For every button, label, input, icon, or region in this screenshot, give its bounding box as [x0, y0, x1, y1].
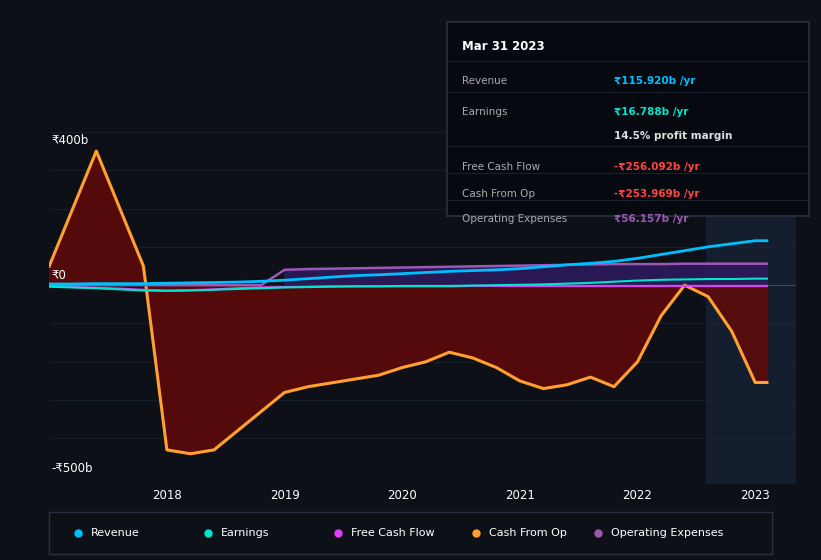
- Text: Cash From Op: Cash From Op: [462, 189, 535, 199]
- Text: Revenue: Revenue: [91, 528, 140, 538]
- Text: ₹115.920b /yr: ₹115.920b /yr: [613, 77, 695, 86]
- Text: Cash From Op: Cash From Op: [488, 528, 566, 538]
- Text: ₹16.788b /yr: ₹16.788b /yr: [613, 108, 688, 118]
- Text: -₹253.969b /yr: -₹253.969b /yr: [613, 189, 699, 199]
- Text: -₹256.092b /yr: -₹256.092b /yr: [613, 161, 699, 171]
- Text: Free Cash Flow: Free Cash Flow: [351, 528, 435, 538]
- Text: Operating Expenses: Operating Expenses: [612, 528, 724, 538]
- Text: 2019: 2019: [269, 489, 300, 502]
- Text: ₹0: ₹0: [52, 269, 67, 282]
- Text: 2020: 2020: [388, 489, 417, 502]
- Text: Earnings: Earnings: [221, 528, 270, 538]
- Text: 2023: 2023: [741, 489, 770, 502]
- Bar: [706, 120, 796, 484]
- Text: Revenue: Revenue: [462, 77, 507, 86]
- Text: 2018: 2018: [152, 489, 181, 502]
- Text: Operating Expenses: Operating Expenses: [462, 214, 567, 223]
- Text: 14.5% profit margin: 14.5% profit margin: [613, 130, 732, 141]
- Text: -₹500b: -₹500b: [52, 462, 93, 475]
- Text: ₹56.157b /yr: ₹56.157b /yr: [613, 214, 688, 223]
- Text: 2021: 2021: [505, 489, 534, 502]
- Text: ₹400b: ₹400b: [52, 134, 89, 147]
- Text: 2022: 2022: [622, 489, 653, 502]
- Text: Mar 31 2023: Mar 31 2023: [462, 40, 544, 53]
- Text: Free Cash Flow: Free Cash Flow: [462, 161, 540, 171]
- Text: Earnings: Earnings: [462, 108, 507, 118]
